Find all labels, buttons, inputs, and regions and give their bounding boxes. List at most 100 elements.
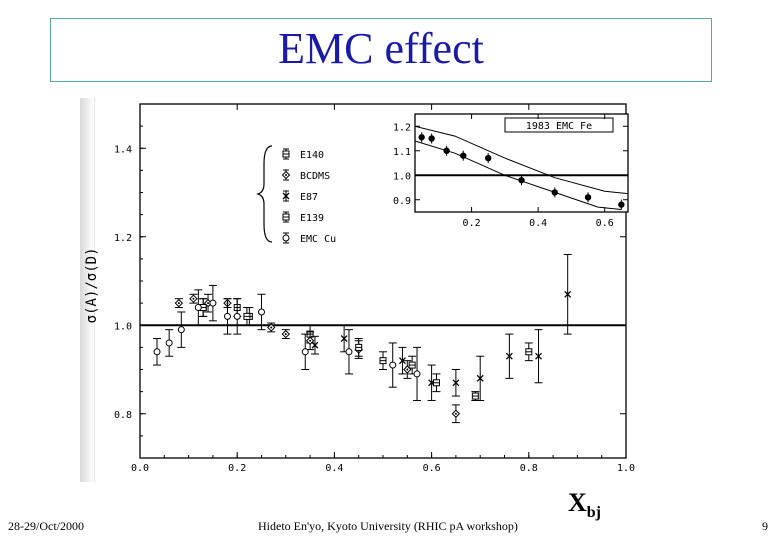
y-tick-label: 1.4 xyxy=(114,144,132,155)
data-point-square-cross xyxy=(282,150,290,158)
legend-brace xyxy=(256,145,273,243)
data-point-diamond xyxy=(267,323,276,332)
data-point-circle xyxy=(258,308,265,316)
cross-marker xyxy=(311,341,319,349)
main-plot: 0.0 0.2 0.4 0.6 0.8 1.0 0.8 1.0 1.2 1.4 σ(A)/σ(D) xyxy=(84,103,635,474)
diamond-center xyxy=(192,297,195,300)
data-point-diamond xyxy=(281,170,291,180)
circle-marker xyxy=(165,339,173,347)
data-point-cross xyxy=(282,192,290,200)
inset-title: 1983 EMC Fe xyxy=(526,121,592,132)
inset-data-point xyxy=(518,176,525,184)
x-tick-label: 0.4 xyxy=(325,463,343,474)
circle-marker xyxy=(209,299,217,307)
x-axis-label: Xbj xyxy=(568,488,601,522)
diamond-center xyxy=(406,368,409,371)
data-point-square-cross xyxy=(243,312,251,320)
data-point-circle xyxy=(389,361,397,369)
diamond-center xyxy=(284,333,287,336)
data-point-circle xyxy=(153,348,161,356)
inset-plot: 1983 EMC Fe 0.2 0.4 0.6 0.9 1.0 1.1 1.2 xyxy=(393,113,629,229)
scan-edge-line xyxy=(94,98,95,482)
legend-entry-label: E87 xyxy=(300,192,318,203)
data-point-diamond xyxy=(451,409,461,418)
data-point-cross xyxy=(452,379,460,387)
x-label-main: X xyxy=(568,488,587,517)
diamond-center xyxy=(309,339,312,342)
circle-marker xyxy=(153,348,161,356)
page-number: 9 xyxy=(762,519,768,533)
inset-title-box xyxy=(504,117,614,133)
data-point-cross xyxy=(476,374,484,382)
data-point-cross xyxy=(340,335,348,342)
circle-marker xyxy=(233,312,241,320)
circle-marker xyxy=(223,312,231,320)
data-point-circle xyxy=(301,348,309,356)
circle-marker xyxy=(258,308,265,316)
circle-marker xyxy=(194,304,202,312)
emc-effect-figure: 0.0 0.2 0.4 0.6 0.8 1.00.81.01.21.4σ(A)/σ(D) … xyxy=(80,98,635,482)
x-tick-label: 0.6 xyxy=(423,463,441,474)
data-point-cross xyxy=(564,290,572,298)
diamond-center xyxy=(177,302,180,305)
circle-marker xyxy=(301,348,309,356)
diamond-center xyxy=(207,302,210,305)
cross-marker xyxy=(452,379,460,387)
data-point-circle xyxy=(413,370,421,378)
data-point-cross xyxy=(505,352,513,360)
data-point-square-cross xyxy=(282,213,290,221)
legend-entry-label: E140 xyxy=(300,150,324,161)
inset-data-point xyxy=(418,134,425,141)
inset-data-point xyxy=(618,201,625,208)
cross-marker xyxy=(476,374,484,382)
x-label-subscript: bj xyxy=(586,504,602,521)
inset-y-tick-label: 1.1 xyxy=(393,147,411,158)
data-point-circle xyxy=(177,326,185,334)
cross-marker xyxy=(505,352,513,360)
legend-entry-label: E139 xyxy=(300,213,324,224)
series-e139 xyxy=(199,298,533,401)
inset-data-point xyxy=(485,154,492,162)
y-tick-label: 1.2 xyxy=(114,233,132,244)
inset-upper-band xyxy=(414,125,629,195)
footer-author: Hideto En'yo, Kyoto University (RHIC pA … xyxy=(258,519,518,533)
cross-marker xyxy=(535,352,542,360)
data-point-square-cross xyxy=(471,392,479,400)
inset-y-tick-label: 1.2 xyxy=(393,122,411,133)
x-tick-label: 0.2 xyxy=(228,463,246,474)
data-point-cross xyxy=(398,357,406,365)
x-tick-label: 1.0 xyxy=(617,463,635,474)
inset-x-tick-label: 0.2 xyxy=(463,218,481,229)
scan-shadow xyxy=(80,98,94,482)
circle-marker xyxy=(177,326,185,334)
data-point-circle xyxy=(194,304,202,312)
data-point-diamond xyxy=(281,329,291,339)
inset-data-point xyxy=(443,147,450,154)
circle-marker xyxy=(282,234,290,242)
y-axis-label: σ(A)/σ(D) xyxy=(84,247,100,323)
inset-x-tick-label: 0.6 xyxy=(596,218,614,229)
series-emc-cu xyxy=(153,284,422,401)
data-point-cross xyxy=(311,341,319,349)
data-point-circle xyxy=(282,234,290,242)
circle-marker xyxy=(389,361,397,369)
cross-marker xyxy=(282,192,290,200)
y-tick-label: 0.8 xyxy=(114,410,132,421)
inset-y-tick-label: 0.9 xyxy=(393,196,411,207)
data-point-square-cross xyxy=(525,348,533,356)
legend-entry-label: EMC Cu xyxy=(300,234,336,245)
diamond-center xyxy=(270,326,273,329)
diamond-center xyxy=(454,412,457,415)
inset-data-point xyxy=(428,135,435,142)
data-point-square-cross xyxy=(408,361,416,369)
circle-marker xyxy=(413,370,421,378)
inset-data-point xyxy=(551,189,558,196)
data-point-circle xyxy=(233,312,241,320)
data-point-diamond xyxy=(174,298,184,308)
cross-marker xyxy=(398,357,406,365)
title-box: EMC effect xyxy=(50,18,712,82)
data-point-diamond xyxy=(189,294,198,303)
inset-y-tick-label: 1.0 xyxy=(393,171,411,182)
cross-marker xyxy=(564,290,572,298)
data-point-circle xyxy=(209,299,217,307)
